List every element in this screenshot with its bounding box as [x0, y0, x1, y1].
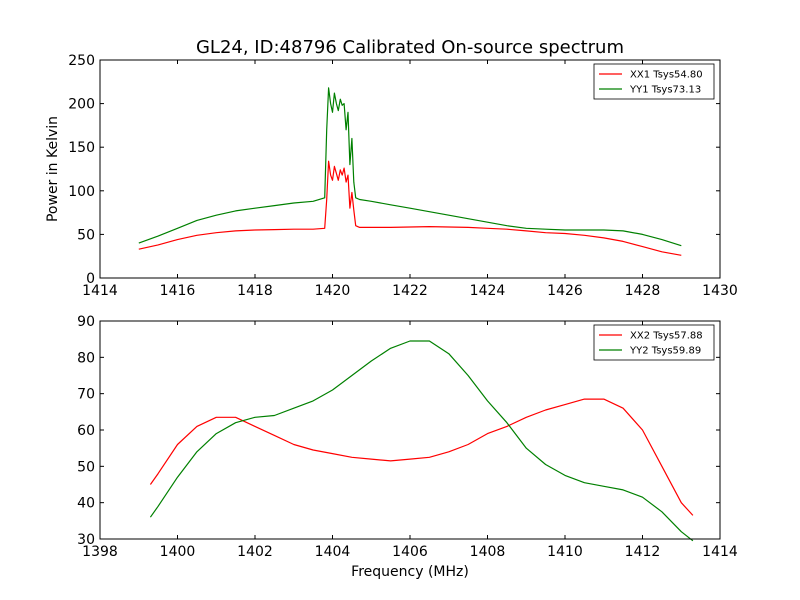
bottom-ytick-label: 30 — [77, 532, 95, 548]
top-xtick-label: 1420 — [315, 283, 351, 299]
bottom-ytick-label: 60 — [77, 423, 95, 439]
top-ytick-label: 200 — [68, 97, 95, 113]
top-ylabel: Power in Kelvin — [45, 116, 61, 222]
top-ytick-label: 100 — [68, 184, 95, 200]
top-series-layer — [138, 87, 682, 256]
top-ytick-label: 250 — [68, 53, 95, 69]
top-xtick-label: 1416 — [160, 283, 196, 299]
bottom-ticks-layer: 1398 1400 1402 1404 1406 1408 1410 1412 1414 30 40… — [77, 314, 738, 560]
bottom-ytick-label: 70 — [77, 387, 95, 403]
top-xtick-label: 1430 — [702, 283, 738, 299]
top-xtick-label: 1422 — [392, 283, 428, 299]
bottom-legend-box — [593, 324, 715, 361]
bottom-xtick-label: 1412 — [625, 544, 661, 560]
bottom-xtick-label: 1414 — [702, 544, 738, 560]
top-series-line-1 — [138, 160, 682, 256]
bottom-series-layer — [149, 340, 694, 542]
bottom-xtick-label: 1408 — [470, 544, 506, 560]
top-legend: XX1 Tsys54.80 YY1 Tsys73.13 — [593, 63, 715, 100]
chart-title: GL24, ID:48796 Calibrated On-source spec… — [196, 37, 624, 58]
bottom-xtick-label: 1406 — [392, 544, 428, 560]
top-series-line-2 — [138, 87, 682, 247]
bottom-panel: 1398 1400 1402 1404 1406 1408 1410 1412 1414 30 40… — [77, 314, 738, 580]
bottom-ytick-label: 80 — [77, 350, 95, 366]
bottom-xtick-label: 1400 — [160, 544, 196, 560]
bottom-ytick-label: 90 — [77, 314, 95, 330]
bottom-xtick-label: 1404 — [315, 544, 351, 560]
top-ytick-label: 0 — [86, 271, 95, 287]
bottom-series-line-2 — [149, 340, 694, 542]
top-ytick-label: 50 — [77, 227, 95, 243]
bottom-ytick-label: 40 — [77, 496, 95, 512]
bottom-xtick-label: 1402 — [237, 544, 273, 560]
top-xtick-label: 1426 — [547, 283, 583, 299]
bottom-xtick-label: 1398 — [82, 544, 118, 560]
bottom-series-line-1 — [149, 398, 694, 516]
top-xtick-label: 1414 — [82, 283, 118, 299]
bottom-legend-label-xx2: XX2 Tsys57.88 — [630, 331, 703, 342]
bottom-legend-label-yy2: YY2 Tsys59.89 — [629, 346, 701, 357]
bottom-xtick-label: 1410 — [547, 544, 583, 560]
top-legend-label-xx1: XX1 Tsys54.80 — [630, 70, 703, 81]
top-panel: 1414 1416 1418 1420 1422 1424 1426 1428 1430 0 50 1… — [45, 53, 738, 299]
top-ytick-label: 150 — [68, 140, 95, 156]
top-xtick-label: 1424 — [470, 283, 506, 299]
top-ticks-layer: 1414 1416 1418 1420 1422 1424 1426 1428 1430 0 50 1… — [68, 53, 738, 299]
top-legend-label-yy1: YY1 Tsys73.13 — [629, 85, 701, 96]
top-xtick-label: 1428 — [625, 283, 661, 299]
top-xtick-label: 1418 — [237, 283, 273, 299]
bottom-legend: XX2 Tsys57.88 YY2 Tsys59.89 — [593, 324, 715, 361]
bottom-ytick-label: 50 — [77, 459, 95, 475]
top-legend-box — [593, 63, 715, 100]
bottom-xlabel: Frequency (MHz) — [351, 564, 469, 580]
